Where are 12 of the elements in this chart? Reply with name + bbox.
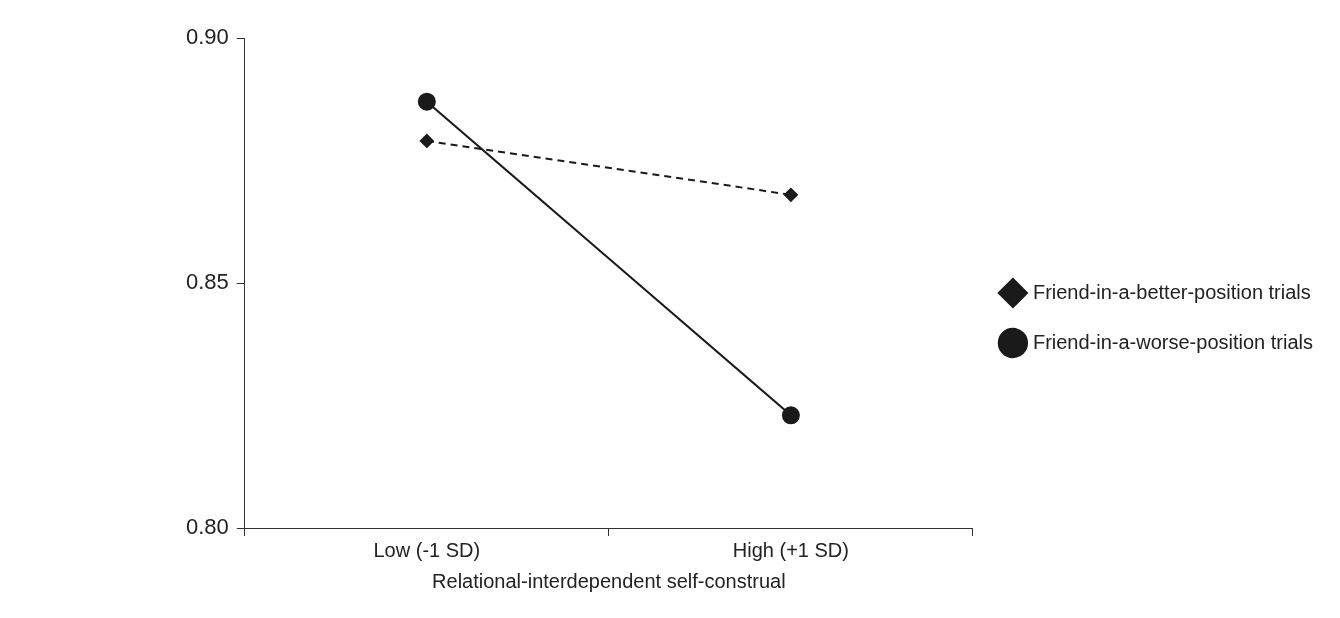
x-axis-title: Relational-interdependent self-construal — [432, 569, 786, 592]
y-tick-label: 0.80 — [185, 514, 229, 540]
legend-label: Friend-in-a-worse-position trials — [1032, 330, 1314, 353]
x-tick-label: High (+1 SD) — [732, 538, 849, 561]
point — [783, 187, 798, 202]
point — [781, 406, 800, 425]
point — [417, 92, 436, 111]
legend-label: Friend-in-a-better-position trials — [1032, 280, 1311, 303]
y-tick-label: 0.85 — [185, 269, 229, 295]
point — [419, 133, 434, 148]
y-tick-label: 0.90 — [185, 24, 229, 50]
x-tick-label: Low (-1 SD) — [373, 538, 481, 561]
